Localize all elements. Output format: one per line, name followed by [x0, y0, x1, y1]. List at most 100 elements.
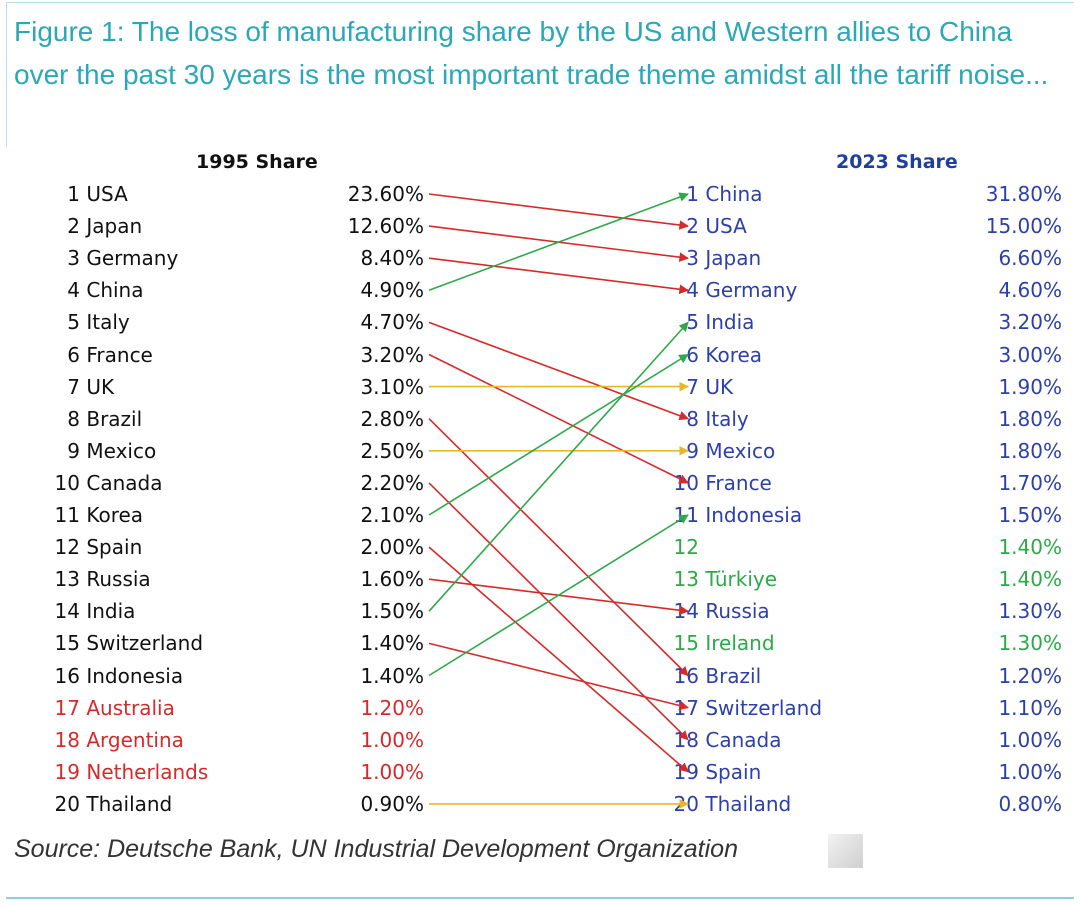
right-country-label: 2 USA	[620, 211, 880, 241]
left-share-value: 0.90%	[360, 791, 424, 816]
left-country-label: 8 Brazil	[0, 404, 230, 434]
right-country-label: 17 Switzerland	[620, 693, 880, 723]
left-rank: 1	[67, 182, 80, 206]
left-share-value: 2.00%	[360, 535, 424, 560]
left-share-value: 3.10%	[360, 374, 424, 399]
right-rank: 6	[686, 342, 699, 367]
left-rank: 14	[54, 599, 80, 624]
right-share-value: 31.80%	[985, 182, 1062, 206]
right-country-name: USA	[705, 214, 747, 239]
arrow-korea	[428, 353, 689, 516]
left-rank: 3	[67, 246, 80, 271]
left-rank: 2	[67, 214, 80, 239]
right-share-value: 15.00%	[985, 214, 1062, 239]
left-rank: 6	[67, 342, 80, 367]
left-country-label: 13 Russia	[0, 564, 230, 594]
right-share-value: 3.00%	[998, 342, 1062, 367]
left-country-name: India	[86, 599, 136, 624]
left-country-label: 9 Mexico	[0, 436, 230, 466]
right-share-value: 1.20%	[998, 663, 1062, 688]
right-share-value: 1.80%	[998, 438, 1062, 463]
right-rank: 3	[686, 246, 699, 271]
right-country-name: Canada	[705, 727, 782, 752]
right-rank: 9	[686, 438, 699, 463]
left-country-name: Switzerland	[86, 631, 204, 656]
left-country-label: 1 USA	[0, 179, 230, 209]
right-rank: 13	[673, 567, 699, 592]
left-country-name: Argentina	[86, 727, 184, 752]
left-share-value: 1.00%	[360, 759, 424, 784]
right-country-label: 12	[620, 532, 880, 562]
arrow-usa	[428, 193, 689, 230]
right-country-name: India	[705, 310, 755, 335]
right-share-value: 1.70%	[998, 470, 1062, 495]
right-country-label: 15 Ireland	[620, 628, 880, 658]
left-share-value: 1.20%	[360, 695, 424, 720]
right-country-label: 3 Japan	[620, 243, 880, 273]
left-share-value: 1.50%	[360, 599, 424, 624]
right-country-label: 8 Italy	[620, 404, 880, 434]
right-rank: 15	[673, 631, 699, 656]
right-share-value: 1.00%	[998, 727, 1062, 752]
right-country-name: UK	[705, 374, 734, 399]
arrow-indonesia	[428, 514, 689, 677]
left-country-label: 15 Switzerland	[0, 628, 230, 658]
left-share-value: 1.60%	[360, 567, 424, 592]
left-share-value: 8.40%	[360, 246, 424, 271]
right-country-name: Spain	[705, 759, 762, 784]
left-country-label: 14 India	[0, 596, 230, 626]
right-country-label: 10 France	[620, 468, 880, 498]
right-share-value: 1.80%	[998, 406, 1062, 431]
arrow-india	[428, 321, 689, 612]
left-rank: 13	[54, 567, 80, 592]
arrow-canada	[428, 482, 689, 741]
right-country-label: 11 Indonesia	[620, 500, 880, 530]
source-note: Source: Deutsche Bank, UN Industrial Dev…	[14, 835, 738, 863]
left-country-label: 17 Australia	[0, 693, 230, 723]
left-share-value: 12.60%	[347, 214, 424, 239]
right-share-value: 3.20%	[998, 310, 1062, 335]
left-share-value: 3.20%	[360, 342, 424, 367]
left-country-name: Italy	[86, 310, 130, 335]
right-country-label: 4 Germany	[620, 275, 880, 305]
frame-left-border	[6, 2, 7, 147]
left-country-label: 4 China	[0, 275, 230, 305]
right-country-label: 13 Türkiye	[620, 564, 880, 594]
arrow-china	[428, 192, 689, 292]
right-rank: 2	[686, 214, 699, 239]
left-country-name: UK	[86, 374, 115, 399]
left-country-name: Australia	[86, 695, 175, 720]
left-rank: 16	[54, 663, 80, 688]
arrow-france	[428, 353, 689, 484]
right-country-name: Italy	[705, 406, 749, 431]
left-country-name: Japan	[86, 214, 143, 239]
right-rank: 5	[686, 310, 699, 335]
left-country-name: Netherlands	[86, 759, 209, 784]
left-country-label: 5 Italy	[0, 307, 230, 337]
right-share-value: 0.80%	[998, 791, 1062, 816]
figure-title: Figure 1: The loss of manufacturing shar…	[14, 16, 1049, 90]
left-country-label: 10 Canada	[0, 468, 230, 498]
left-country-name: China	[86, 278, 144, 303]
right-country-name: Korea	[705, 342, 763, 367]
left-country-name: Thailand	[86, 791, 173, 816]
right-country-label: 9 Mexico	[620, 436, 880, 466]
left-rank: 17	[54, 695, 80, 720]
left-country-name: France	[86, 342, 153, 367]
frame-bottom-border	[6, 897, 1074, 899]
right-country-label: 1 China	[620, 179, 880, 209]
right-share-value: 1.50%	[998, 503, 1062, 527]
right-country-label: 5 India	[620, 307, 880, 337]
left-rank: 8	[67, 406, 80, 431]
left-country-name: Indonesia	[86, 663, 184, 688]
right-country-name: Indonesia	[705, 503, 803, 527]
right-country-name: France	[705, 470, 772, 495]
right-share-value: 4.60%	[998, 278, 1062, 303]
right-country-name: Japan	[705, 246, 762, 271]
right-country-name: Switzerland	[705, 695, 823, 720]
right-rank: 4	[686, 278, 699, 303]
right-country-name: Mexico	[705, 438, 776, 463]
left-country-name: Canada	[86, 470, 163, 495]
left-country-name: Spain	[86, 535, 143, 560]
